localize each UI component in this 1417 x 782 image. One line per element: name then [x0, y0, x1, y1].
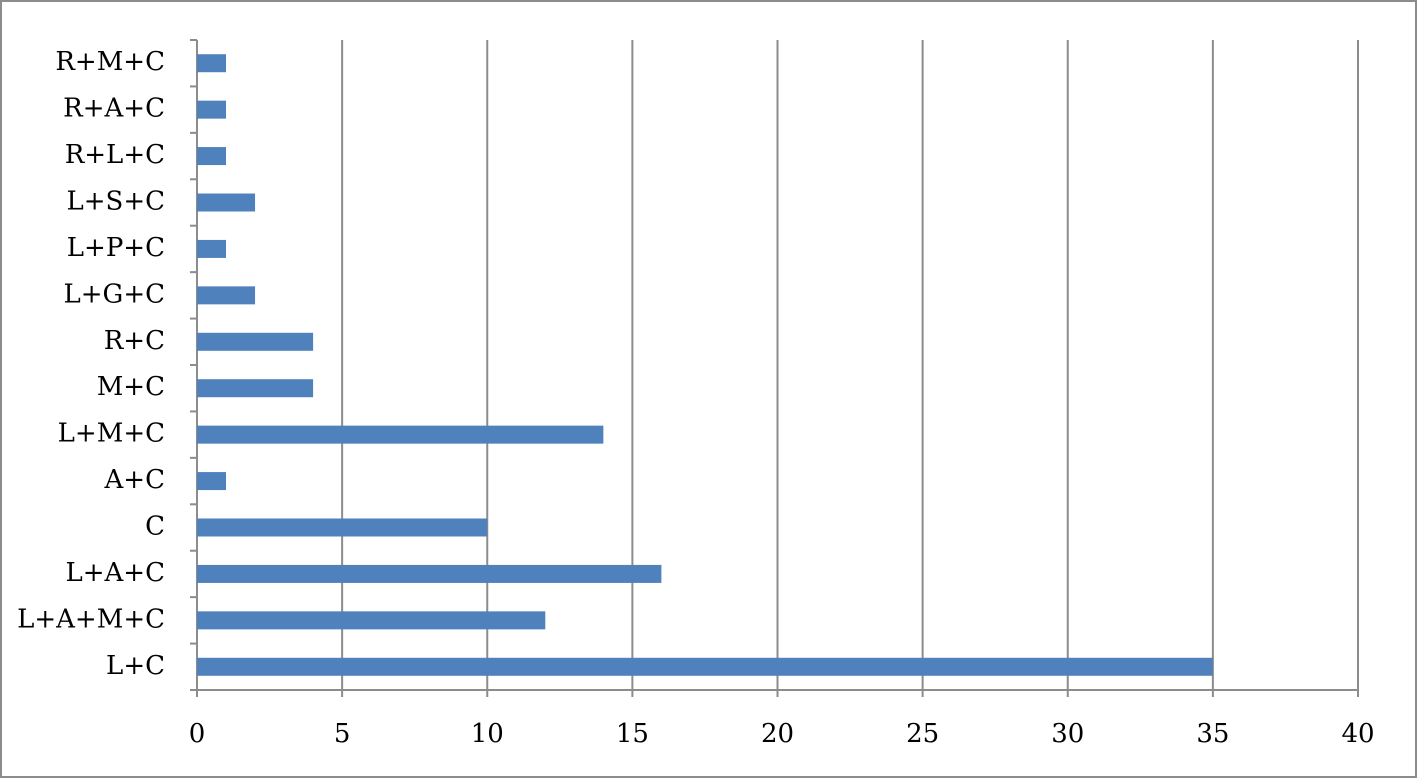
x-tick-label: 5 — [334, 719, 351, 749]
y-tick-label: L+A+M+C — [17, 604, 165, 634]
bar — [197, 611, 546, 630]
bar — [197, 286, 256, 305]
y-tick-label: R+C — [104, 326, 165, 356]
x-tick-label: 10 — [471, 719, 504, 749]
y-tick-label: R+M+C — [55, 47, 165, 77]
y-tick-label: L+P+C — [67, 233, 165, 263]
bar — [197, 518, 488, 537]
bar — [197, 472, 227, 491]
bar — [197, 657, 1213, 676]
x-tick-label: 40 — [1341, 719, 1374, 749]
y-tick-label: L+G+C — [64, 279, 166, 309]
x-tick-label: 0 — [189, 719, 206, 749]
bar — [197, 239, 227, 258]
y-tick-label: L+A+C — [65, 558, 165, 588]
y-tick-label: L+M+C — [58, 419, 165, 449]
y-tick-label: M+C — [97, 372, 165, 402]
y-tick-label: L+C — [106, 651, 165, 681]
y-tick-label: L+S+C — [66, 187, 165, 217]
x-tick-label: 20 — [761, 719, 794, 749]
bar — [197, 564, 662, 583]
bar — [197, 193, 256, 212]
x-tick-label: 25 — [906, 719, 939, 749]
bar — [197, 100, 227, 119]
y-tick-label: R+A+C — [63, 94, 165, 124]
y-tick-label: A+C — [104, 465, 165, 495]
bar — [197, 147, 227, 166]
x-tick-label: 30 — [1051, 719, 1084, 749]
y-tick-label: R+L+C — [65, 140, 165, 170]
bar — [197, 332, 314, 351]
y-tick-label: C — [145, 512, 165, 542]
x-tick-label: 15 — [616, 719, 649, 749]
x-tick-label: 35 — [1196, 719, 1229, 749]
bar — [197, 379, 314, 398]
bar — [197, 425, 604, 444]
bar — [197, 54, 227, 73]
